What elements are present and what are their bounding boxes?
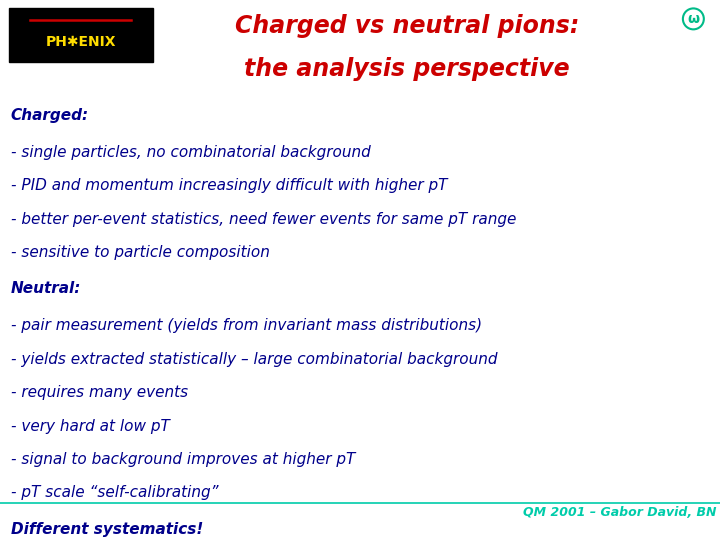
Text: Charged:: Charged: — [11, 108, 89, 123]
Text: - requires many events: - requires many events — [11, 385, 188, 400]
Text: PH✱ENIX: PH✱ENIX — [45, 35, 116, 49]
Text: - pair measurement (yields from invariant mass distributions): - pair measurement (yields from invarian… — [11, 318, 482, 333]
Text: - pT scale “self-calibrating”: - pT scale “self-calibrating” — [11, 485, 218, 501]
FancyBboxPatch shape — [9, 8, 153, 62]
Text: Different systematics!: Different systematics! — [11, 522, 203, 537]
Text: Neutral:: Neutral: — [11, 281, 81, 296]
Text: - single particles, no combinatorial background: - single particles, no combinatorial bac… — [11, 145, 371, 160]
Text: Charged vs neutral pions:: Charged vs neutral pions: — [235, 14, 579, 37]
Text: - yields extracted statistically – large combinatorial background: - yields extracted statistically – large… — [11, 352, 498, 367]
Text: - very hard at low pT: - very hard at low pT — [11, 418, 170, 434]
Text: the analysis perspective: the analysis perspective — [244, 57, 570, 80]
Text: - better per-event statistics, need fewer events for same pT range: - better per-event statistics, need fewe… — [11, 212, 516, 227]
Text: ω: ω — [688, 12, 699, 26]
Text: - sensitive to particle composition: - sensitive to particle composition — [11, 245, 270, 260]
Text: - PID and momentum increasingly difficult with higher pT: - PID and momentum increasingly difficul… — [11, 178, 447, 193]
Text: QM 2001 – Gabor David, BN: QM 2001 – Gabor David, BN — [523, 506, 716, 519]
Text: - signal to background improves at higher pT: - signal to background improves at highe… — [11, 452, 355, 467]
